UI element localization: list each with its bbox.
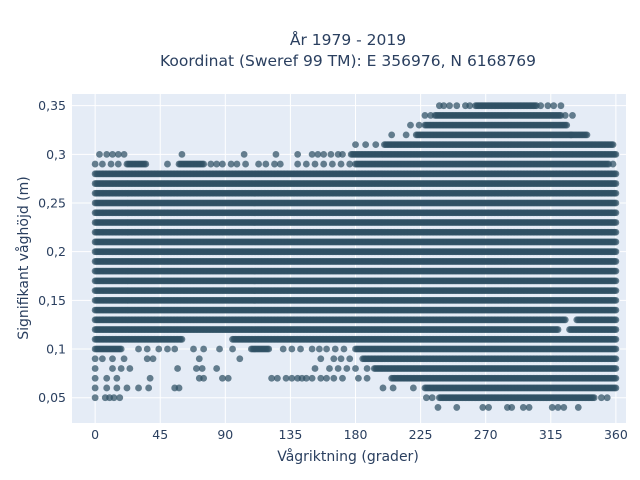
data-point — [612, 296, 620, 304]
data-point — [265, 345, 273, 353]
data-point — [612, 277, 620, 285]
data-point — [612, 335, 620, 343]
data-points — [91, 102, 620, 411]
chart-title-line-2: Koordinat (Sweref 99 TM): E 356976, N 61… — [160, 52, 536, 70]
data-point — [612, 316, 620, 324]
data-point — [178, 335, 186, 343]
data-point — [612, 355, 620, 363]
data-point — [612, 258, 620, 265]
data-point — [612, 326, 620, 333]
data-point — [554, 326, 562, 333]
data-point — [561, 316, 569, 324]
data-point — [612, 345, 620, 353]
data-point — [612, 248, 620, 256]
data-point — [590, 394, 598, 402]
chart-title: År 1979 - 2019 Koordinat (Sweref 99 TM):… — [160, 30, 536, 70]
data-point — [612, 238, 620, 246]
data-point — [612, 287, 620, 295]
data-point — [612, 384, 620, 392]
data-point — [612, 374, 620, 382]
data-point — [612, 267, 620, 275]
data-point — [117, 345, 125, 353]
data-point — [612, 306, 620, 314]
data-point — [612, 365, 620, 372]
chart-title-line-1: År 1979 - 2019 — [290, 30, 406, 49]
